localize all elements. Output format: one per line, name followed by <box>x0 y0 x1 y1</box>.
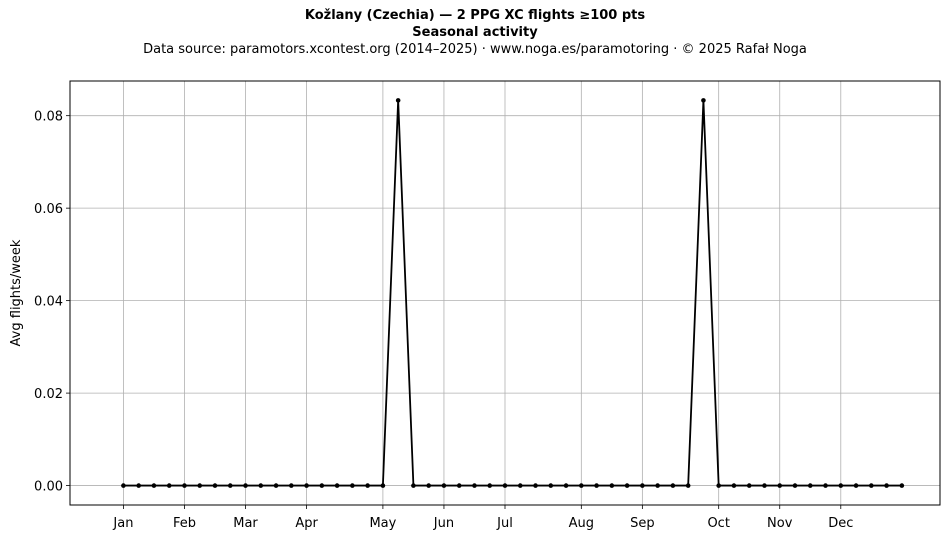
data-point <box>670 483 676 488</box>
x-tick-label: Feb <box>173 516 196 531</box>
data-point <box>395 98 401 103</box>
data-point <box>640 483 645 488</box>
data-point <box>350 483 355 488</box>
data-point <box>456 483 462 488</box>
data-point <box>685 483 691 488</box>
grid <box>70 81 940 505</box>
title-block: Kožlany (Czechia) — 2 PPG XC flights ≥10… <box>0 7 950 58</box>
data-point <box>884 483 889 488</box>
data-point <box>243 483 248 488</box>
data-point <box>502 483 508 488</box>
data-point <box>121 483 126 488</box>
data-point <box>701 98 706 103</box>
plot-frame <box>69 80 941 506</box>
data-point <box>716 483 721 488</box>
data-point <box>823 483 828 488</box>
y-axis-label: Avg flights/week <box>9 239 24 346</box>
data-point <box>151 483 157 488</box>
data-point <box>594 483 599 488</box>
data-point <box>838 483 844 488</box>
data-point <box>731 483 737 488</box>
y-tick-label: 0.06 <box>34 202 63 217</box>
data-point <box>441 483 447 488</box>
data-point <box>365 483 370 488</box>
data-point <box>746 483 752 488</box>
data-point <box>136 483 141 488</box>
data-point <box>762 483 767 488</box>
data-point <box>563 483 569 488</box>
data-point <box>579 483 584 488</box>
data-point <box>273 483 279 488</box>
data-point <box>212 483 218 488</box>
data-point <box>472 483 477 488</box>
data-point <box>289 483 294 488</box>
series-line <box>123 100 902 487</box>
data-point <box>487 483 493 488</box>
chart-title: Kožlany (Czechia) — 2 PPG XC flights ≥10… <box>304 8 646 23</box>
data-point <box>227 483 233 488</box>
y-tick-label: 0.02 <box>34 387 63 402</box>
data-point <box>426 483 431 488</box>
data-point <box>334 483 340 488</box>
x-tick-label: Oct <box>707 516 729 531</box>
data-point <box>166 483 172 488</box>
data-point <box>304 483 309 488</box>
chart-source-note: Data source: paramotors.xcontest.org (20… <box>143 42 807 57</box>
data-point <box>792 483 798 488</box>
chart-subtitle: Seasonal activity <box>412 25 538 40</box>
data-point <box>197 483 203 488</box>
x-tick-label: Dec <box>828 516 853 531</box>
x-tick-label: Jan <box>112 516 133 531</box>
x-tick-label: Jun <box>433 516 454 531</box>
data-point <box>411 483 416 488</box>
x-tick-label: Mar <box>233 516 258 531</box>
y-axis: 0.00 0.02 0.04 0.06 0.08 <box>34 110 70 495</box>
data-point <box>899 483 905 488</box>
x-tick-label: Nov <box>767 516 793 531</box>
data-point <box>655 483 660 488</box>
data-point <box>777 483 783 488</box>
data-point <box>609 483 615 488</box>
data-point <box>624 483 630 488</box>
x-tick-label: Jul <box>496 516 513 531</box>
x-axis: Jan Feb Mar Apr May Jun Jul Aug Sep Oct Nov Dec <box>112 505 853 531</box>
x-tick-label: Sep <box>630 516 655 531</box>
series-group <box>121 98 905 488</box>
data-point <box>807 483 813 488</box>
x-tick-label: Aug <box>569 516 594 531</box>
data-point <box>319 483 325 488</box>
data-point <box>517 483 523 488</box>
data-point <box>533 483 538 488</box>
x-tick-label: May <box>369 516 396 531</box>
y-tick-label: 0.04 <box>34 295 63 310</box>
data-point <box>853 483 859 488</box>
x-tick-label: Apr <box>295 516 318 531</box>
data-point <box>380 483 386 488</box>
data-point <box>258 483 264 488</box>
data-point <box>548 483 554 488</box>
y-tick-label: 0.08 <box>34 110 63 125</box>
y-tick-label: 0.00 <box>34 480 63 495</box>
data-point <box>869 483 874 488</box>
data-point <box>182 483 187 488</box>
